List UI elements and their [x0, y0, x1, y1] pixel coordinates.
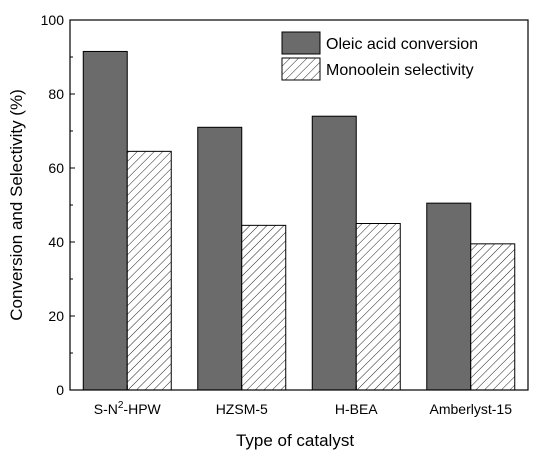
x-tick-label: H-BEA [335, 401, 378, 417]
bar-selectivity-1 [241, 224, 287, 391]
y-tick-label: 40 [48, 234, 64, 250]
bar-conversion-3 [426, 202, 472, 391]
legend-label-0: Oleic acid conversion [326, 36, 478, 53]
legend-swatch-1 [281, 57, 321, 81]
y-tick-label: 80 [48, 86, 64, 102]
plot-frame [69, 19, 529, 391]
x-tick-label: S-N2-HPW [94, 400, 162, 417]
y-axis-title: Conversion and Selectivity (%) [7, 89, 26, 320]
y-tick-label: 20 [48, 308, 64, 324]
bars-group [82, 50, 516, 391]
x-tick-label: HZSM-5 [216, 401, 268, 417]
x-tick-label: Amberlyst-15 [430, 401, 513, 417]
x-axis-ticks: S-N2-HPW HZSM-5 H-BEA Amberlyst-15 [94, 385, 512, 417]
legend: Oleic acid conversion Monoolein selectivi… [281, 31, 478, 81]
bar-selectivity-2 [355, 223, 401, 391]
x-axis-title: Type of catalyst [236, 431, 354, 450]
legend-label-1: Monoolein selectivity [326, 62, 474, 79]
y-tick-label: 100 [41, 12, 65, 28]
bar-selectivity-0 [126, 150, 172, 391]
legend-swatch-0 [281, 31, 321, 55]
bar-conversion-0 [82, 50, 128, 391]
y-tick-label: 60 [48, 160, 64, 176]
y-tick-label: 0 [56, 382, 64, 398]
bar-selectivity-3 [470, 243, 516, 391]
bar-conversion-1 [197, 126, 243, 391]
bar-conversion-2 [311, 115, 357, 391]
